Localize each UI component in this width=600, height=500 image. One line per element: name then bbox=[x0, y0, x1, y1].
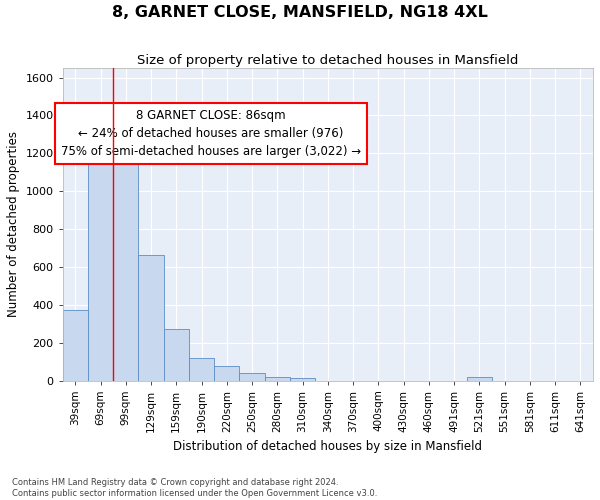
Bar bbox=[164, 330, 189, 380]
Text: 8 GARNET CLOSE: 86sqm
← 24% of detached houses are smaller (976)
75% of semi-det: 8 GARNET CLOSE: 86sqm ← 24% of detached … bbox=[61, 108, 361, 158]
Bar bbox=[113, 152, 139, 380]
Bar bbox=[467, 377, 492, 380]
Bar bbox=[265, 377, 290, 380]
Bar bbox=[239, 374, 265, 380]
Text: Contains HM Land Registry data © Crown copyright and database right 2024.
Contai: Contains HM Land Registry data © Crown c… bbox=[12, 478, 377, 498]
Bar bbox=[214, 366, 239, 380]
Bar bbox=[290, 378, 315, 380]
Text: 8, GARNET CLOSE, MANSFIELD, NG18 4XL: 8, GARNET CLOSE, MANSFIELD, NG18 4XL bbox=[112, 5, 488, 20]
X-axis label: Distribution of detached houses by size in Mansfield: Distribution of detached houses by size … bbox=[173, 440, 482, 453]
Bar bbox=[62, 310, 88, 380]
Y-axis label: Number of detached properties: Number of detached properties bbox=[7, 132, 20, 318]
Bar bbox=[139, 254, 164, 380]
Bar bbox=[189, 358, 214, 380]
Bar bbox=[88, 141, 113, 380]
Title: Size of property relative to detached houses in Mansfield: Size of property relative to detached ho… bbox=[137, 54, 518, 67]
